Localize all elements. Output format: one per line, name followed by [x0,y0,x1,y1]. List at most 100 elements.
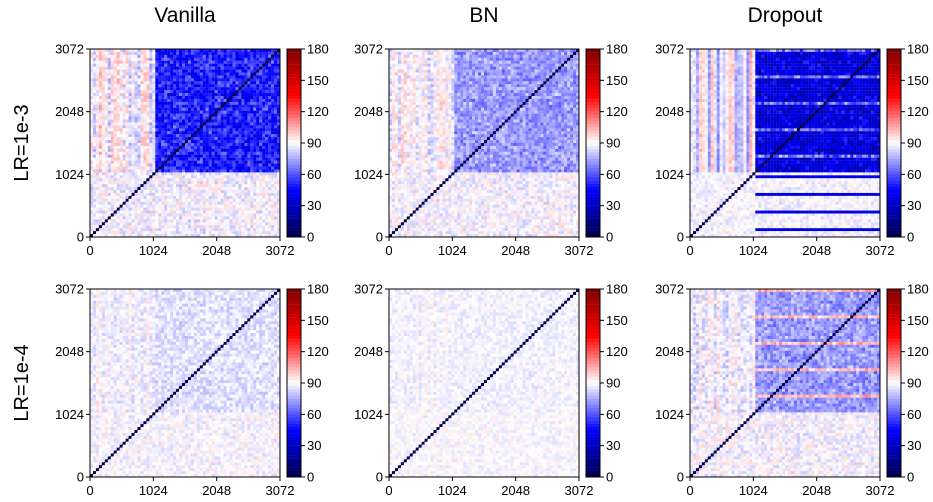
heatmap-cell [167,102,170,105]
heatmap-cell [469,78,472,81]
heatmap-cell [247,225,250,228]
heatmap-cell [155,175,158,178]
heatmap-cell [182,120,185,123]
heatmap-cell [235,158,238,161]
heatmap-cell [99,105,102,108]
heatmap-cell [185,146,188,149]
heatmap-cell [149,225,152,228]
heatmap-cell [212,219,215,222]
heatmap-cell [209,184,212,187]
colorbar-tick-label: 120 [307,104,329,119]
heatmap-cell [431,55,434,58]
heatmap-cell [111,167,114,170]
heatmap-cell [102,214,105,217]
heatmap-cell [114,78,117,81]
heatmap-cell [155,125,158,128]
heatmap-cell [200,111,203,114]
heatmap-cell [233,202,236,205]
heatmap-cell [182,117,185,120]
heatmap-cell [197,187,200,190]
heatmap-cell [224,146,227,149]
heatmap-cell [102,231,105,234]
heatmap-cell [235,149,238,152]
heatmap-cell [262,205,265,208]
heatmap-cell [215,125,218,128]
heatmap-cell [96,125,99,128]
heatmap-cell [410,52,413,55]
heatmap-cell [493,58,496,61]
heatmap-cell [230,193,233,196]
heatmap-cell [99,169,102,172]
heatmap-cell [117,96,120,99]
heatmap-cell [188,184,191,187]
heatmap-cell [167,125,170,128]
heatmap-cell [416,73,419,76]
heatmap-cell [176,208,179,211]
heatmap-cell [173,105,176,108]
heatmap-cell [469,70,472,73]
heatmap-cell [573,73,576,76]
heatmap-cell [215,140,218,143]
heatmap-cell [203,167,206,170]
heatmap-cell [259,169,262,172]
heatmap-cell [206,134,209,137]
heatmap-cell [179,87,182,90]
heatmap-cell [203,172,206,175]
heatmap-cell [114,64,117,67]
heatmap-cell [271,105,274,108]
heatmap-cell [445,75,448,78]
heatmap-cell [96,96,99,99]
heatmap-cell [176,128,179,131]
heatmap-cell [218,158,221,161]
heatmap-cell [140,67,143,70]
heatmap-cell [445,81,448,84]
heatmap-cell [117,219,120,222]
heatmap-cell [152,184,155,187]
heatmap-cell [244,187,247,190]
heatmap-cell [194,222,197,225]
heatmap-cell [445,61,448,64]
heatmap-cell [534,78,537,81]
heatmap-cell [230,228,233,231]
heatmap-cell [126,149,129,152]
heatmap-cell [152,219,155,222]
heatmap-cell [129,58,132,61]
heatmap-cell [262,211,265,214]
heatmap-cell [206,64,209,67]
heatmap-cell [274,70,277,73]
heatmap-cell [247,114,250,117]
heatmap-cell [212,52,215,55]
heatmap-cell [262,52,265,55]
heatmap-cell [221,70,224,73]
heatmap-cell [117,128,120,131]
heatmap-cell [114,216,117,219]
heatmap-cell [197,140,200,143]
heatmap-cell [149,149,152,152]
heatmap-cell [129,181,132,184]
heatmap-cell [271,84,274,87]
heatmap-cell [164,99,167,102]
heatmap-cell [164,70,167,73]
heatmap-cell [271,199,274,202]
heatmap-cell [176,81,179,84]
heatmap-cell [96,216,99,219]
heatmap-cell [244,61,247,64]
heatmap-cell [490,70,493,73]
heatmap-cell [152,155,155,158]
heatmap-cell [532,75,535,78]
heatmap-cell [191,208,194,211]
heatmap-cell [93,214,96,217]
heatmap-cell [514,58,517,61]
heatmap-cell [247,214,250,217]
heatmap-cell [472,70,475,73]
heatmap-cell [407,67,410,70]
heatmap-cell [152,134,155,137]
heatmap-cell [247,93,250,96]
heatmap-cell [182,125,185,128]
heatmap-cell [532,67,535,70]
heatmap-cell [117,193,120,196]
heatmap-cell [534,52,537,55]
heatmap-cell [203,196,206,199]
heatmap-cell [123,216,126,219]
heatmap-cell [176,58,179,61]
